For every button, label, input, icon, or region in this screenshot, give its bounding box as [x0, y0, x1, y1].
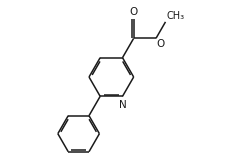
Text: O: O — [156, 39, 164, 49]
Text: N: N — [119, 100, 127, 110]
Text: O: O — [129, 7, 138, 17]
Text: CH₃: CH₃ — [166, 11, 184, 21]
